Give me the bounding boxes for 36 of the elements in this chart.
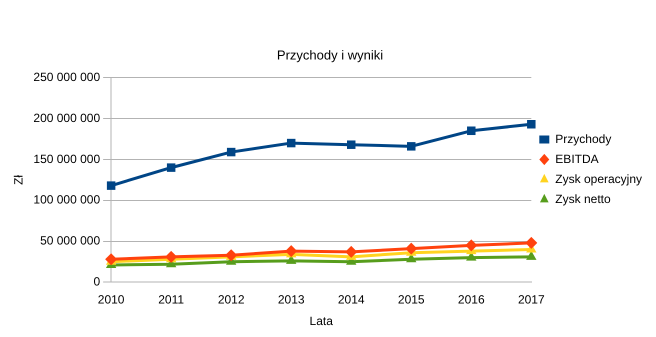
x-tick-label: 2012 bbox=[218, 292, 245, 307]
y-tick-label: 250 000 000 bbox=[33, 70, 100, 84]
y-tick-label: 150 000 000 bbox=[33, 152, 100, 166]
x-axis-title: Lata bbox=[310, 314, 334, 328]
point bbox=[405, 242, 418, 255]
y-tick-label: 50 000 000 bbox=[40, 234, 100, 248]
chart-title: Przychody i wyniki bbox=[276, 47, 384, 62]
x-tick-label: 2010 bbox=[98, 292, 125, 307]
point bbox=[285, 245, 298, 258]
point bbox=[105, 253, 118, 266]
point bbox=[346, 140, 356, 149]
x-tick-label: 2013 bbox=[278, 292, 305, 307]
point bbox=[226, 148, 236, 156]
point bbox=[527, 120, 536, 128]
y-axis-title: Zł bbox=[12, 174, 26, 185]
point bbox=[525, 236, 538, 249]
point bbox=[345, 246, 358, 258]
y-tick-label: 200 000 000 bbox=[33, 110, 100, 125]
y-tick-label: 0 bbox=[93, 274, 100, 289]
point bbox=[106, 181, 116, 190]
point bbox=[286, 138, 296, 148]
y-tick-label: 100 000 000 bbox=[33, 192, 100, 207]
point bbox=[166, 163, 176, 172]
point bbox=[465, 239, 478, 252]
point bbox=[467, 126, 476, 136]
x-tick-label: 2011 bbox=[158, 292, 184, 307]
point bbox=[407, 142, 416, 151]
x-tick-label: 2016 bbox=[458, 292, 485, 307]
legend-label: Przychody bbox=[555, 132, 612, 146]
point bbox=[165, 250, 178, 263]
x-tick-label: 2017 bbox=[518, 292, 545, 307]
legend-label: EBITDA bbox=[555, 152, 599, 166]
x-tick-label: 2015 bbox=[398, 292, 425, 307]
legend-label: Zysk operacyjny bbox=[555, 172, 642, 186]
legend-label: Zysk netto bbox=[555, 192, 611, 206]
x-tick-label: 2014 bbox=[338, 292, 365, 307]
